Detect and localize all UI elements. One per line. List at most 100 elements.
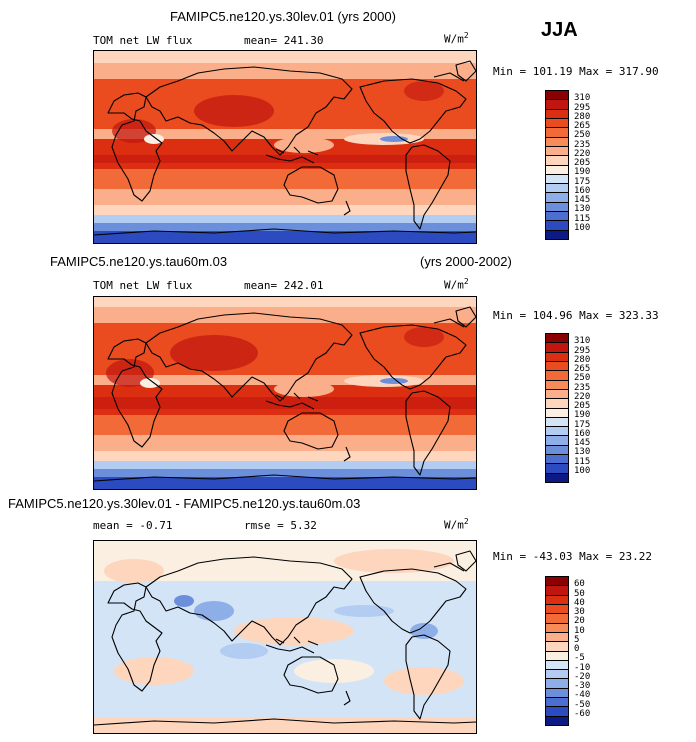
colorbar-level-label: 30 (574, 607, 585, 617)
colorbar-level-label: 250 (574, 130, 591, 141)
colorbar-swatch (546, 202, 568, 213)
colorbar-swatch (546, 604, 568, 615)
colorbar-swatch (546, 577, 568, 587)
panel3-colorbar (545, 576, 569, 726)
panel3-rmse: rmse = 5.32 (244, 519, 317, 532)
panel2-map-svg (94, 297, 476, 489)
panel3-mean: mean = -0.71 (93, 519, 173, 532)
colorbar-level-label: 190 (574, 410, 591, 421)
colorbar-swatch (546, 408, 568, 418)
colorbar-level-label: 235 (574, 382, 591, 393)
colorbar-swatch (546, 371, 568, 381)
colorbar-swatch (546, 399, 568, 409)
colorbar-swatch (546, 473, 568, 482)
panel3-colorbar-labels: 60 50 40 30 20 10 5 0 -5 -10 -20 -30 -40 -50 -60 (574, 576, 614, 724)
panel1-map (93, 50, 477, 244)
colorbar-swatch (546, 174, 568, 185)
panel3-title: FAMIPC5.ne120.ys.30lev.01 - FAMIPC5.ne12… (8, 496, 361, 511)
colorbar-level-label: 115 (574, 456, 591, 467)
colorbar-level-label: -30 (574, 681, 591, 691)
colorbar-swatch (546, 632, 568, 643)
colorbar-swatch (546, 128, 568, 138)
panel2-colorbar-labels: 310 295 280 265 250 235 220 205 190 175 160 145 130 1… (574, 333, 614, 481)
colorbar-swatch (546, 193, 568, 203)
colorbar-swatch (546, 361, 568, 372)
colorbar-swatch (546, 427, 568, 437)
colorbar-level-label: 145 (574, 195, 591, 205)
colorbar-level-label: 100 (574, 465, 591, 476)
colorbar-swatch (546, 212, 568, 222)
colorbar-swatch (546, 586, 568, 596)
colorbar-level-label: 280 (574, 111, 591, 122)
colorbar-level-label: 235 (574, 139, 591, 150)
colorbar-swatch (546, 221, 568, 231)
panel2-title: FAMIPC5.ne120.ys.tau60m.03 (50, 254, 228, 269)
colorbar-level-label: 265 (574, 364, 591, 374)
colorbar-swatch (546, 230, 568, 239)
colorbar-swatch (546, 679, 568, 689)
colorbar-swatch (546, 334, 568, 344)
colorbar-swatch (546, 109, 568, 119)
panel1-units: W/m2 (444, 31, 469, 46)
panel1-map-svg (94, 51, 476, 243)
colorbar-swatch (546, 698, 568, 708)
panel3-map (93, 540, 477, 734)
colorbar-level-label: 130 (574, 447, 591, 458)
season-label: JJA (541, 19, 578, 41)
colorbar-swatch (546, 436, 568, 446)
colorbar-swatch (546, 445, 568, 456)
colorbar-swatch (546, 118, 568, 129)
colorbar-level-label: 295 (574, 345, 591, 356)
colorbar-level-label: -10 (574, 662, 591, 673)
colorbar-level-label: -5 (574, 653, 585, 664)
colorbar-level-label: -60 (574, 708, 591, 719)
colorbar-swatch (546, 651, 568, 661)
colorbar-level-label: 50 (574, 588, 585, 599)
colorbar-swatch (546, 343, 568, 353)
colorbar-swatch (546, 707, 568, 717)
colorbar-level-label: 220 (574, 148, 591, 159)
colorbar-swatch (546, 156, 568, 166)
panel2-years: (yrs 2000-2002) (420, 254, 512, 269)
panel3-map-svg (94, 541, 476, 733)
colorbar-level-label: 160 (574, 428, 591, 439)
panel2-map (93, 296, 477, 490)
colorbar-level-label: 190 (574, 167, 591, 178)
colorbar-level-label: 145 (574, 438, 591, 448)
colorbar-level-label: 175 (574, 419, 591, 430)
colorbar-level-label: 205 (574, 401, 591, 411)
colorbar-level-label: -20 (574, 671, 591, 682)
colorbar-swatch (546, 389, 568, 400)
colorbar-level-label: 5 (574, 634, 580, 645)
colorbar-swatch (546, 642, 568, 652)
colorbar-level-label: 220 (574, 391, 591, 402)
colorbar-level-label: 280 (574, 354, 591, 365)
colorbar-swatch (546, 670, 568, 680)
colorbar-level-label: 205 (574, 158, 591, 168)
colorbar-level-label: 310 (574, 336, 591, 347)
colorbar-swatch (546, 623, 568, 633)
colorbar-level-label: 160 (574, 185, 591, 196)
colorbar-swatch (546, 455, 568, 465)
colorbar-swatch (546, 688, 568, 699)
colorbar-level-label: 115 (574, 213, 591, 224)
panel1-colorbar-labels: 310 295 280 265 250 235 220 205 190 175 160 145 130 1… (574, 90, 614, 238)
panel3-minmax: Min = -43.03 Max = 23.22 (493, 550, 652, 563)
colorbar-level-label: 40 (574, 597, 585, 608)
colorbar-level-label: 250 (574, 373, 591, 384)
colorbar-level-label: 265 (574, 121, 591, 131)
colorbar-level-label: 100 (574, 222, 591, 233)
colorbar-swatch (546, 184, 568, 194)
colorbar-swatch (546, 91, 568, 101)
panel2-mean: mean= 242.01 (244, 279, 324, 292)
colorbar-swatch (546, 146, 568, 157)
colorbar-swatch (546, 595, 568, 605)
colorbar-swatch (546, 660, 568, 671)
colorbar-level-label: 60 (574, 579, 585, 590)
colorbar-level-label: 310 (574, 93, 591, 104)
panel2-minmax: Min = 104.96 Max = 323.33 (493, 309, 659, 322)
colorbar-level-label: 20 (574, 616, 585, 627)
colorbar-level-label: 175 (574, 176, 591, 187)
colorbar-swatch (546, 464, 568, 474)
